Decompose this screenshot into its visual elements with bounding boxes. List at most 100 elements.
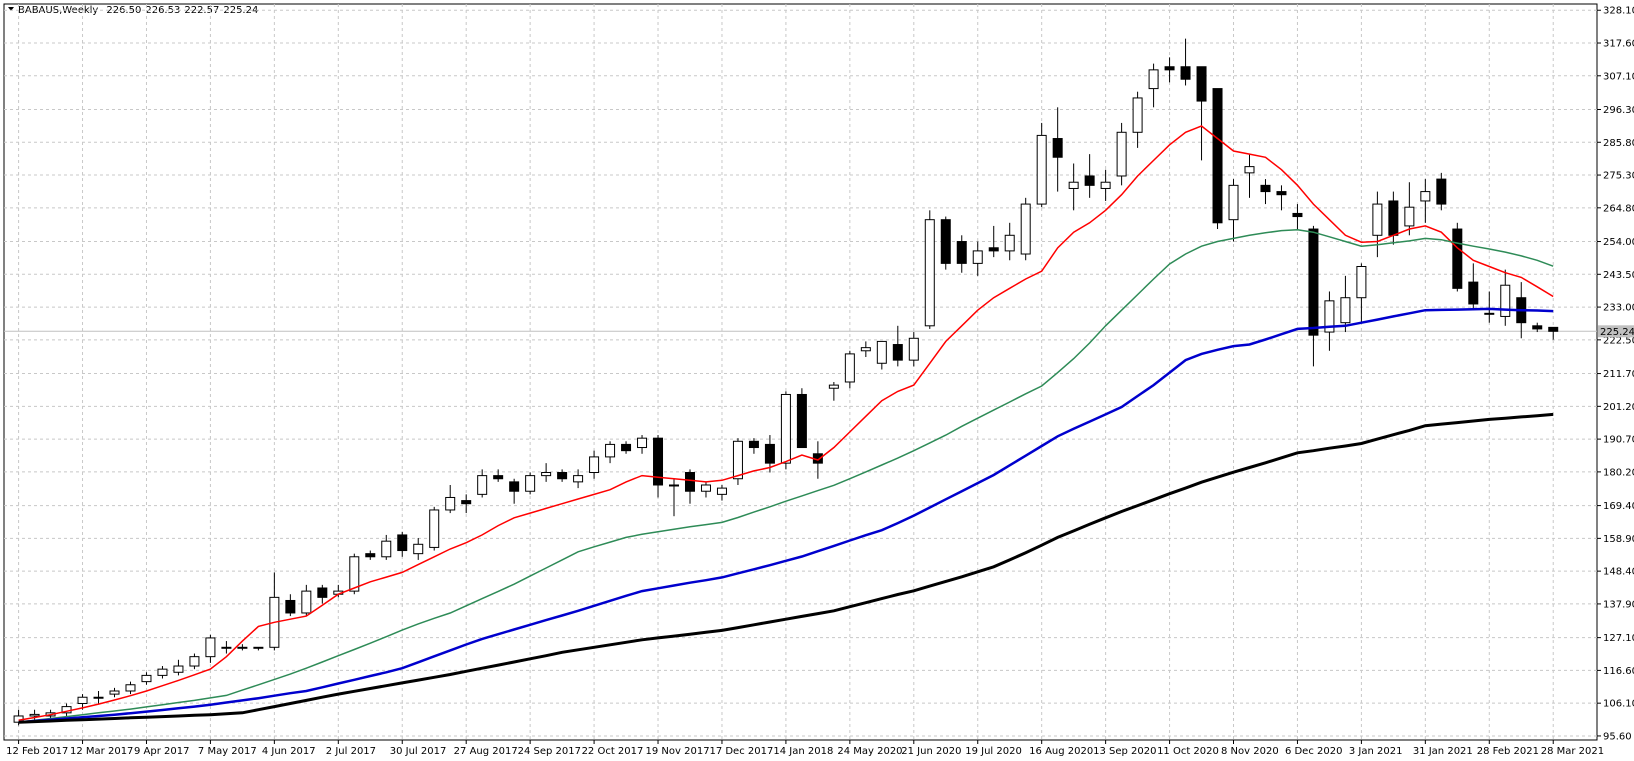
candle-body	[317, 587, 328, 598]
candle-body	[221, 646, 232, 649]
y-tick-label: 148.40	[1603, 567, 1634, 578]
y-tick-label: 328.10	[1603, 6, 1634, 17]
candle-body	[1052, 138, 1063, 158]
x-tick-label: 11 Oct 2020	[1157, 746, 1219, 757]
y-tick-label: 285.80	[1603, 138, 1634, 149]
x-tick-label: 14 Jan 2018	[773, 746, 833, 757]
y-tick-label: 243.50	[1603, 270, 1634, 281]
y-tick-label: 264.80	[1603, 203, 1634, 214]
x-tick-label: 27 Aug 2017	[454, 746, 518, 757]
x-tick-label: 4 Jun 2017	[262, 746, 316, 757]
candle-body	[381, 540, 392, 558]
x-tick-label: 12 Mar 2017	[70, 746, 133, 757]
candle-body	[748, 440, 759, 449]
candle-body	[509, 481, 520, 492]
candle-body	[1244, 166, 1255, 174]
candle-body	[1404, 206, 1415, 227]
x-tick-label: 2 Jul 2017	[326, 746, 376, 757]
candle-body	[1484, 312, 1495, 315]
candle-body	[1276, 191, 1287, 196]
candle-body	[621, 443, 632, 452]
candle-body	[716, 487, 727, 495]
candle-body	[1468, 281, 1479, 305]
y-tick-label: 307.10	[1603, 71, 1634, 82]
y-tick-label: 158.90	[1603, 534, 1634, 545]
candle-body	[1260, 184, 1271, 193]
candle-body	[1500, 284, 1511, 317]
y-tick-label: 296.30	[1603, 105, 1634, 116]
candle-body	[525, 475, 536, 492]
candle-body	[349, 556, 360, 592]
y-tick-label: 127.10	[1603, 633, 1634, 644]
candle-body	[669, 484, 680, 487]
header-arrow	[8, 7, 14, 11]
candle-body	[173, 665, 184, 673]
candle-body	[605, 443, 616, 458]
candle-body	[1004, 234, 1015, 252]
x-tick-label: 6 Dec 2020	[1285, 746, 1343, 757]
candle-body	[988, 247, 999, 252]
candle-body	[1308, 228, 1319, 336]
candle-body	[1548, 326, 1559, 332]
candle-body	[541, 472, 552, 477]
candle-body	[653, 437, 664, 486]
y-tick-label: 222.50	[1603, 335, 1634, 346]
y-tick-label: 275.30	[1603, 171, 1634, 182]
candle-body	[365, 553, 376, 558]
candle-body	[1164, 66, 1175, 71]
x-tick-label: 8 Nov 2020	[1221, 746, 1279, 757]
x-tick-label: 24 May 2020	[837, 746, 902, 757]
candle-body	[1436, 178, 1447, 205]
ma-line	[18, 412, 1554, 724]
current-price-label: 225.24	[1600, 327, 1634, 338]
y-tick-label: 95.60	[1603, 731, 1632, 742]
candle-body	[237, 646, 248, 649]
candle-body	[301, 590, 312, 614]
candle-body	[93, 696, 104, 699]
candle-body	[684, 472, 695, 492]
candle-body	[940, 219, 951, 264]
candle-body	[557, 472, 568, 480]
y-tick-label: 106.10	[1603, 699, 1634, 710]
candle-body	[253, 646, 264, 649]
candle-body	[125, 684, 136, 692]
candle-body	[1036, 134, 1047, 205]
candle-body	[285, 599, 296, 614]
candle-body	[29, 713, 40, 717]
candle-body	[876, 340, 887, 364]
candle-body	[445, 496, 456, 511]
candle-body	[589, 456, 600, 474]
x-tick-label: 17 Dec 2017	[709, 746, 773, 757]
x-tick-label: 19 Jul 2020	[965, 746, 1022, 757]
candle-body	[1180, 66, 1191, 80]
candle-body	[892, 344, 903, 361]
x-tick-label: 13 Sep 2020	[1093, 746, 1156, 757]
candle-body	[844, 353, 855, 383]
x-tick-label: 30 Jul 2017	[390, 746, 447, 757]
ma-line	[18, 228, 1554, 723]
candle-body	[205, 637, 216, 658]
candle-body	[1132, 97, 1143, 133]
y-tick-label: 233.00	[1603, 303, 1634, 314]
candle-body	[1084, 175, 1095, 186]
plot-frame	[3, 3, 1598, 741]
candle-body	[1420, 191, 1431, 202]
candle-body	[956, 241, 967, 264]
x-tick-label: 19 Nov 2017	[646, 746, 710, 757]
y-tick-label: 180.20	[1603, 467, 1634, 478]
candle-body	[461, 500, 472, 505]
x-tick-label: 22 Oct 2017	[582, 746, 644, 757]
ma-line	[18, 307, 1554, 724]
candle-body	[1292, 212, 1303, 218]
ma-line	[18, 125, 1554, 722]
candle-body	[573, 475, 584, 483]
candle-body	[189, 656, 200, 667]
candle-body	[77, 696, 88, 704]
candle-body	[908, 337, 919, 361]
x-tick-label: 31 Jan 2021	[1413, 746, 1473, 757]
candle-body	[796, 393, 807, 449]
candle-body	[141, 674, 152, 683]
y-tick-label: 169.40	[1603, 501, 1634, 512]
